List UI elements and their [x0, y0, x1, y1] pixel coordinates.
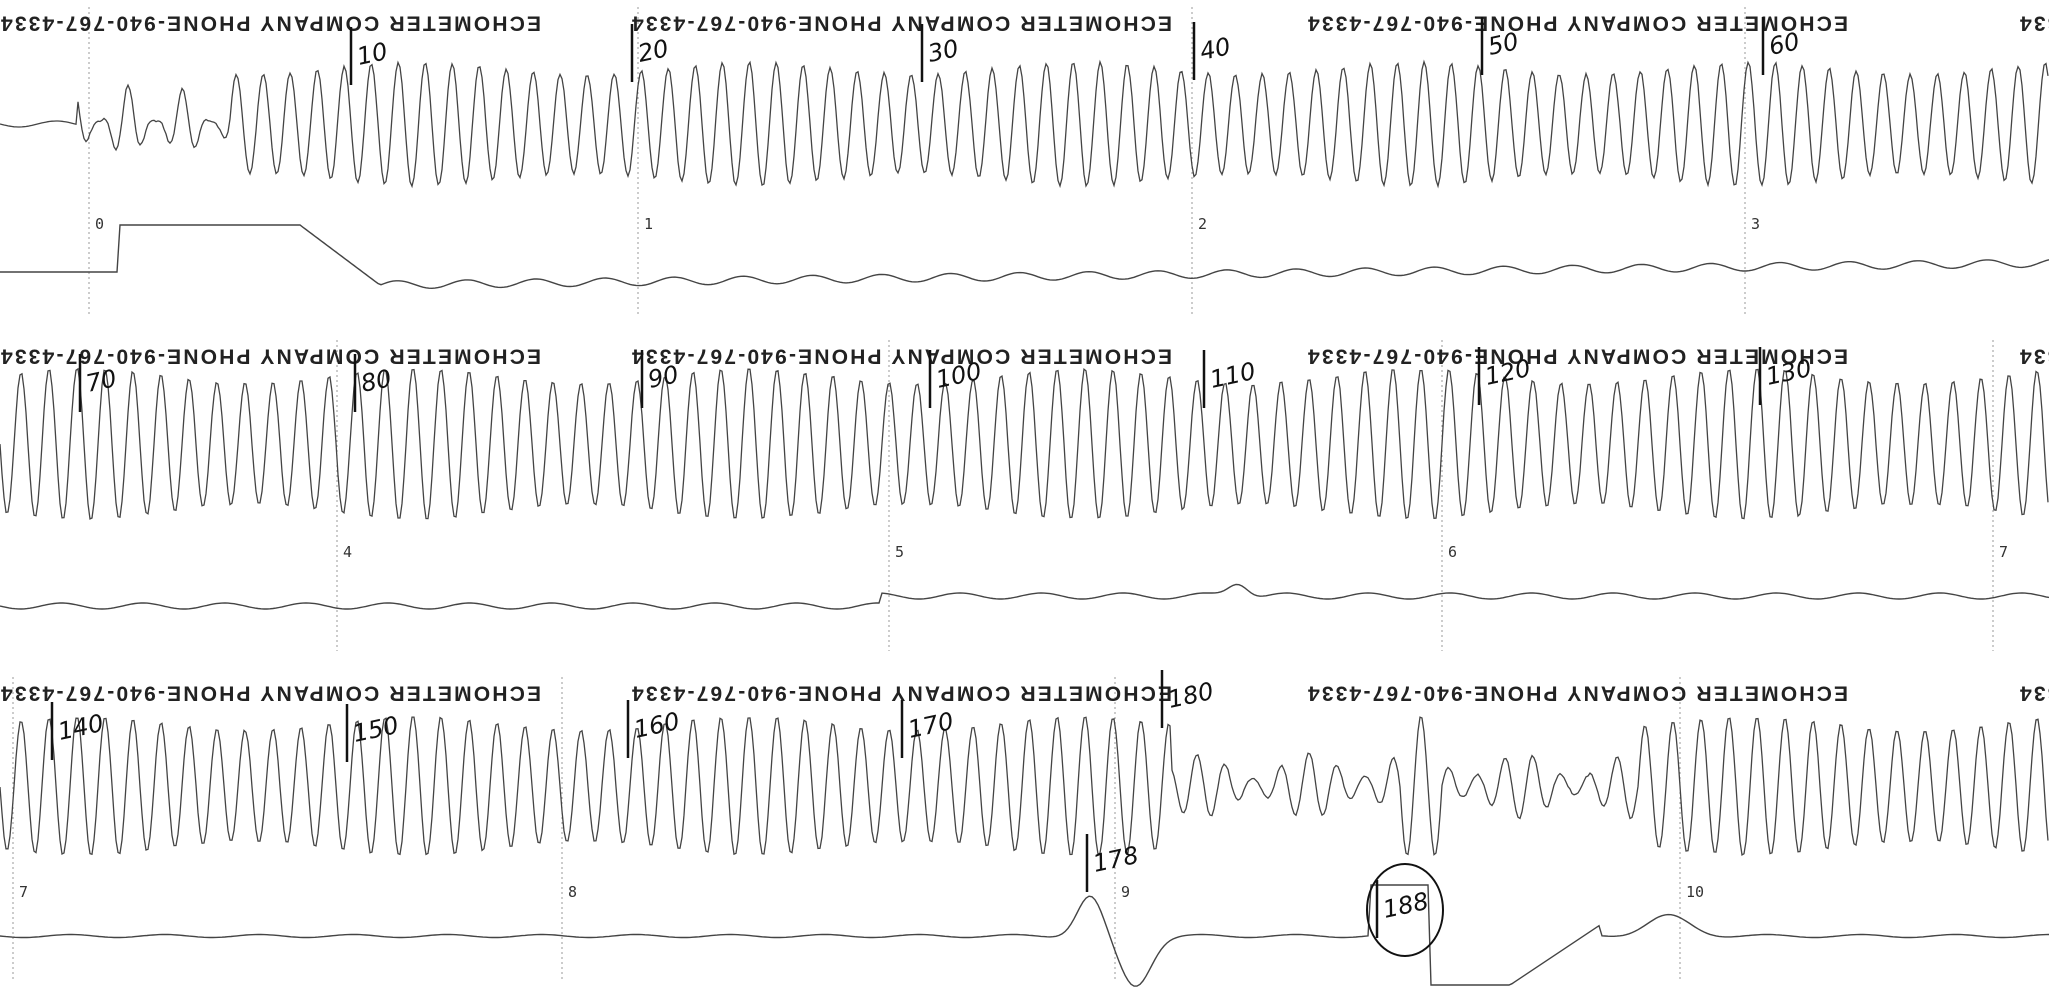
annotation: 40: [1197, 32, 1233, 66]
lower-trace: [0, 583, 2049, 610]
header-text: ECHOMETER COMPANY PHONE-940-767-4334: [2020, 11, 2049, 34]
time-mark: 10: [1686, 883, 1704, 901]
lower-trace: [0, 224, 2049, 290]
annotation: 30: [925, 34, 961, 68]
header-text: ECHOMETER COMPANY PHONE-940-767-4334: [1308, 11, 1848, 34]
header-text: ECHOMETER COMPANY PHONE-940-767-4334: [1, 681, 541, 704]
waveform: [0, 59, 2049, 189]
waveform: [0, 367, 2049, 520]
header-text: ECHOMETER COMPANY PHONE-940-767-4334: [2020, 344, 2049, 367]
annotation: 20: [635, 34, 671, 68]
header-text: ECHOMETER COMPANY PHONE-940-767-4334: [2020, 681, 2049, 704]
annotation: 80: [358, 364, 394, 398]
time-mark: 6: [1448, 543, 1457, 561]
header-text: ECHOMETER COMPANY PHONE-940-767-4334: [1, 344, 541, 367]
lower-trace: [0, 884, 2049, 987]
header-text: ECHOMETER COMPANY PHONE-940-767-4334: [632, 344, 1172, 367]
time-mark: 4: [343, 543, 352, 561]
time-mark: 7: [19, 883, 28, 901]
header-text: ECHOMETER COMPANY PHONE-940-767-4334: [1308, 681, 1848, 704]
waveform: [0, 716, 2049, 856]
time-mark: 2: [1198, 215, 1207, 233]
annotation: 60: [1766, 27, 1802, 61]
time-mark: 1: [644, 215, 653, 233]
time-mark: 0: [95, 215, 104, 233]
time-mark: 9: [1121, 883, 1130, 901]
time-mark: 7: [1999, 543, 2008, 561]
time-mark: 5: [895, 543, 904, 561]
annotation: 50: [1485, 27, 1521, 61]
header-text: ECHOMETER COMPANY PHONE-940-767-4334: [632, 11, 1172, 34]
time-mark: 8: [568, 883, 577, 901]
annotation: 90: [645, 360, 681, 394]
annotation: 70: [83, 364, 119, 398]
annotation-circle: [1366, 863, 1444, 957]
annotation: 10: [354, 37, 390, 71]
header-text: ECHOMETER COMPANY PHONE-940-767-4334: [1, 11, 541, 34]
time-mark: 3: [1751, 215, 1760, 233]
